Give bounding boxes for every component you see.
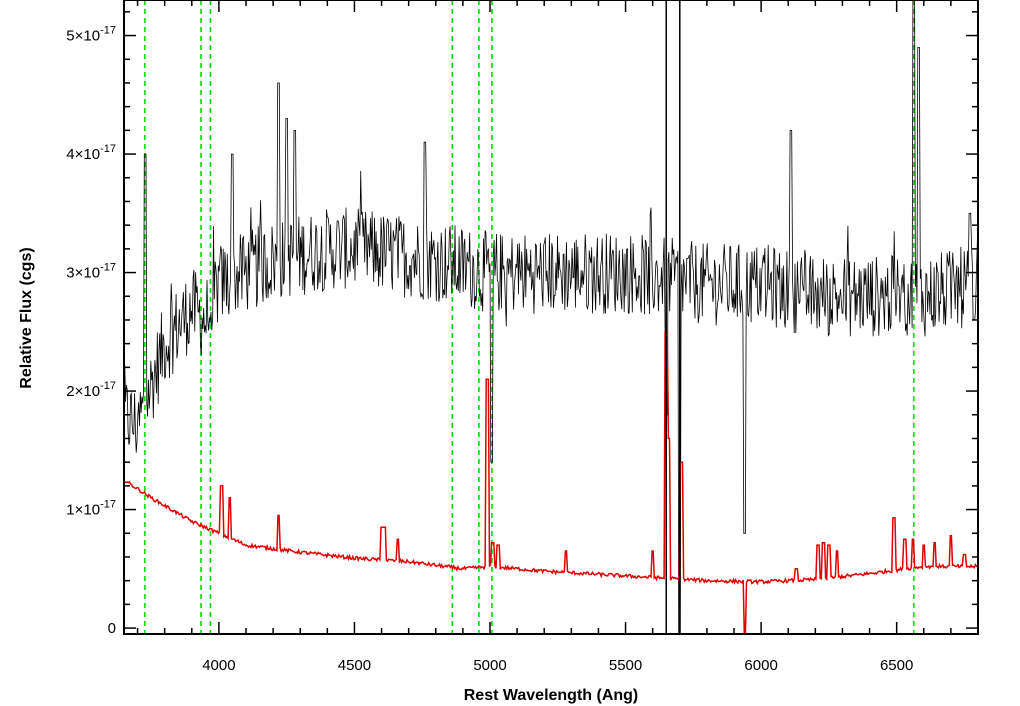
x-axis-title: Rest Wavelength (Ang)	[464, 687, 639, 704]
plot-area	[123, 0, 979, 635]
x-axis: 4000 4500 5000 5500 6000 6500	[136, 0, 979, 674]
plot-frame	[123, 0, 979, 635]
y-axis: 0 1×10-17 2×10-17 3×10-17 4×10-17 5×10-17	[66, 11, 978, 637]
data-layer	[124, 0, 978, 634]
series-model-spectrum	[124, 331, 978, 634]
y-tick-label: 4×10-17	[66, 143, 116, 163]
x-tick-label: 4500	[338, 657, 371, 674]
y-tick-label: 1×10-17	[66, 499, 116, 519]
x-tick-label: 5500	[609, 657, 642, 674]
x-tick-label: 5000	[473, 657, 506, 674]
y-axis-title: Relative Flux (cgs)	[18, 247, 35, 388]
x-tick-label: 6500	[880, 657, 913, 674]
y-tick-label: 0	[108, 620, 116, 637]
x-tick-label: 6000	[744, 657, 777, 674]
series-observed-spectrum	[124, 0, 978, 634]
y-tick-label: 3×10-17	[66, 262, 116, 282]
y-tick-label: 2×10-17	[66, 380, 116, 400]
y-tick-label: 5×10-17	[66, 25, 116, 45]
x-tick-label: 4000	[202, 657, 235, 674]
